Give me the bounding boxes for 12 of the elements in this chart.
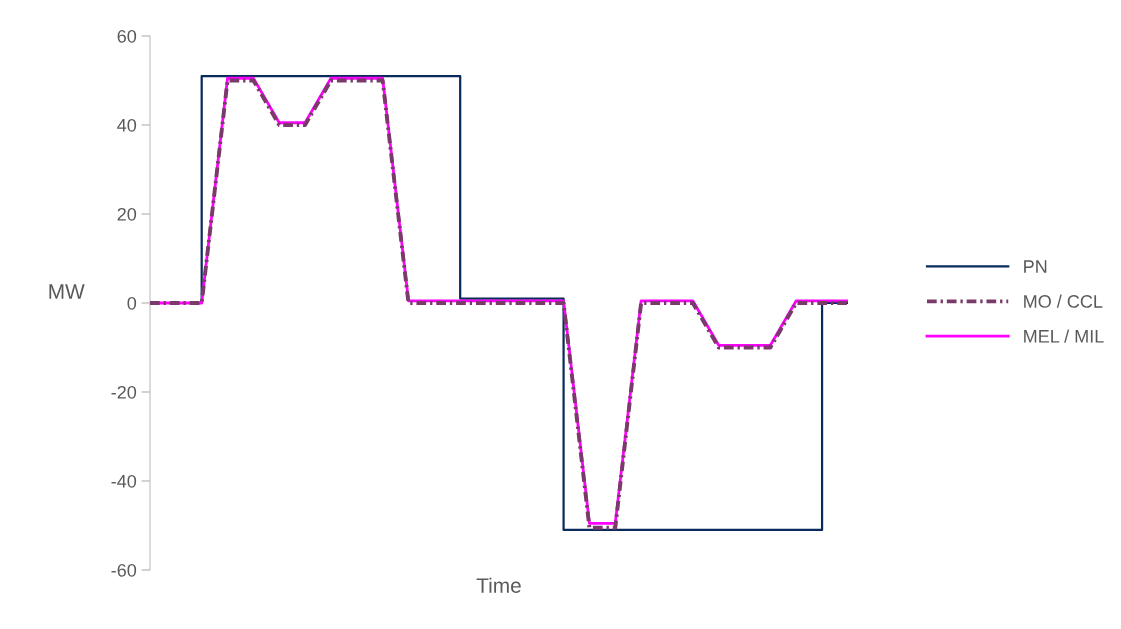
y-tick-label: 40	[117, 118, 137, 132]
y-tick-label: -40	[111, 474, 137, 488]
y-axis-title: MW	[49, 284, 85, 299]
legend-label: MEL / MIL	[1024, 329, 1104, 343]
y-tick-label: 20	[117, 207, 137, 221]
y-tick-label: -60	[111, 563, 137, 577]
x-axis-title: Time	[476, 577, 521, 593]
y-tick-label: -20	[111, 385, 137, 399]
y-tick-label: 0	[127, 296, 137, 310]
legend-label: PN	[1024, 260, 1047, 273]
y-tick-label: 60	[117, 29, 137, 43]
legend-label: MO / CCL	[1024, 294, 1103, 308]
